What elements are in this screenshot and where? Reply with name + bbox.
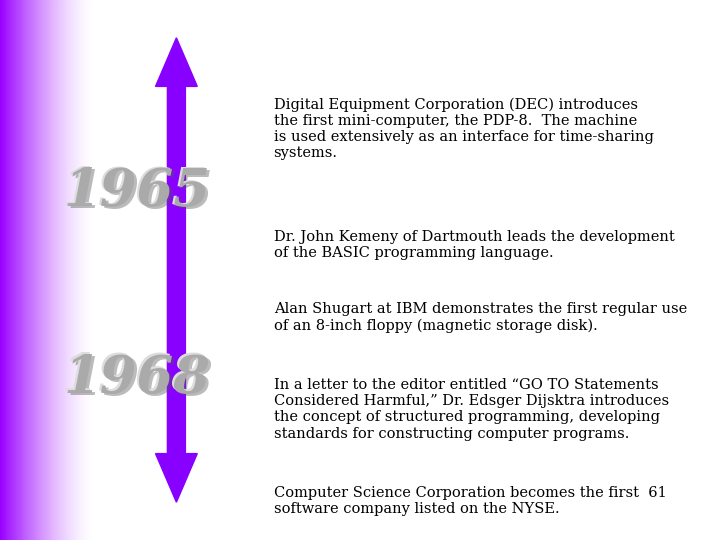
Bar xyxy=(74,0,75,540)
Bar xyxy=(41,0,42,540)
Bar xyxy=(50,0,52,540)
Bar xyxy=(29,0,30,540)
Bar xyxy=(81,0,82,540)
Bar xyxy=(18,0,19,540)
Bar xyxy=(40,0,41,540)
Bar xyxy=(55,0,56,540)
Bar xyxy=(56,0,57,540)
Bar xyxy=(17,0,18,540)
Bar xyxy=(48,0,49,540)
Bar xyxy=(2,0,3,540)
Bar xyxy=(27,0,28,540)
Text: Alan Shugart at IBM demonstrates the first regular use
of an 8-inch floppy (magn: Alan Shugart at IBM demonstrates the fir… xyxy=(274,302,687,333)
Bar xyxy=(87,0,88,540)
Bar xyxy=(31,0,32,540)
Text: Dr. John Kemeny of Dartmouth leads the development
of the BASIC programming lang: Dr. John Kemeny of Dartmouth leads the d… xyxy=(274,230,675,260)
Bar xyxy=(77,0,78,540)
Bar xyxy=(43,0,44,540)
Bar xyxy=(28,0,29,540)
Bar xyxy=(60,0,61,540)
Text: 1968: 1968 xyxy=(63,353,210,403)
Bar xyxy=(46,0,47,540)
Bar xyxy=(45,0,46,540)
Bar xyxy=(93,0,94,540)
Bar xyxy=(69,0,71,540)
Bar xyxy=(53,0,54,540)
Text: 1965: 1965 xyxy=(66,168,213,219)
Bar xyxy=(13,0,14,540)
Bar xyxy=(63,0,65,540)
Bar xyxy=(42,0,43,540)
Bar xyxy=(22,0,23,540)
Text: 1965: 1965 xyxy=(61,165,208,215)
Bar xyxy=(10,0,12,540)
Bar xyxy=(7,0,9,540)
Bar xyxy=(72,0,73,540)
Bar xyxy=(58,0,59,540)
Bar xyxy=(44,0,45,540)
Bar xyxy=(21,0,22,540)
Bar xyxy=(62,0,63,540)
Polygon shape xyxy=(156,38,197,502)
Bar xyxy=(47,0,48,540)
Bar xyxy=(71,0,72,540)
Bar xyxy=(1,0,2,540)
Bar xyxy=(52,0,53,540)
Bar xyxy=(91,0,93,540)
Bar xyxy=(89,0,90,540)
Bar xyxy=(25,0,26,540)
Bar xyxy=(78,0,79,540)
Bar xyxy=(12,0,13,540)
Bar xyxy=(73,0,74,540)
Bar xyxy=(26,0,27,540)
Text: Computer Science Corporation becomes the first  61
software company listed on th: Computer Science Corporation becomes the… xyxy=(274,486,666,516)
Bar xyxy=(15,0,16,540)
Bar xyxy=(88,0,89,540)
Bar xyxy=(38,0,40,540)
Bar xyxy=(4,0,5,540)
Bar xyxy=(79,0,81,540)
Bar xyxy=(86,0,87,540)
Bar xyxy=(30,0,31,540)
Bar xyxy=(14,0,15,540)
Bar xyxy=(0,0,1,540)
Bar xyxy=(60,0,62,540)
Bar xyxy=(85,0,86,540)
Bar xyxy=(16,0,17,540)
Bar xyxy=(90,0,91,540)
Bar xyxy=(37,0,38,540)
Bar xyxy=(24,0,25,540)
Bar xyxy=(19,0,21,540)
Bar xyxy=(6,0,7,540)
Bar xyxy=(5,0,6,540)
Bar xyxy=(84,0,85,540)
Bar xyxy=(59,0,60,540)
Text: 1968: 1968 xyxy=(66,355,213,406)
Bar xyxy=(3,0,4,540)
Bar xyxy=(54,0,55,540)
Bar xyxy=(32,0,33,540)
Text: Digital Equipment Corporation (DEC) introduces
the first mini-computer, the PDP-: Digital Equipment Corporation (DEC) intr… xyxy=(274,97,654,160)
Text: In a letter to the editor entitled “GO TO Statements
Considered Harmful,” Dr. Ed: In a letter to the editor entitled “GO T… xyxy=(274,378,669,441)
Bar xyxy=(23,0,24,540)
Bar xyxy=(57,0,58,540)
Text: 1968: 1968 xyxy=(61,351,208,402)
Bar xyxy=(66,0,68,540)
Bar xyxy=(33,0,34,540)
Bar xyxy=(49,0,50,540)
Bar xyxy=(76,0,77,540)
Bar xyxy=(68,0,69,540)
Bar xyxy=(75,0,76,540)
Bar xyxy=(82,0,84,540)
Text: 1965: 1965 xyxy=(63,166,210,217)
Bar xyxy=(34,0,35,540)
Bar xyxy=(65,0,66,540)
Bar xyxy=(9,0,10,540)
Bar xyxy=(35,0,37,540)
